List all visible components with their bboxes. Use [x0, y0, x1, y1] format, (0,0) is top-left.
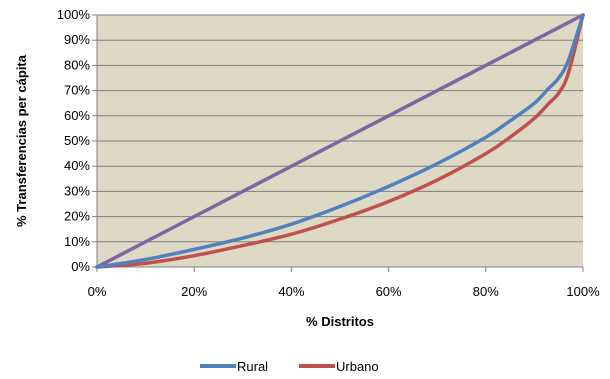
y-tick-label: 0%	[71, 259, 90, 274]
y-tick-label: 40%	[64, 158, 90, 173]
legend: Rural Urbano	[200, 359, 379, 374]
x-tick-label: 0%	[88, 284, 107, 299]
legend-label-urbano: Urbano	[336, 359, 379, 374]
y-tick-label: 80%	[64, 57, 90, 72]
x-tick-label: 40%	[278, 284, 304, 299]
x-tick-label: 80%	[473, 284, 499, 299]
y-tick-label: 90%	[64, 32, 90, 47]
y-tick-label: 30%	[64, 183, 90, 198]
series-line-urbano	[95, 13, 585, 269]
y-tick-label: 50%	[64, 133, 90, 148]
legend-label-rural: Rural	[237, 359, 268, 374]
axes	[96, 15, 583, 268]
series-line-rural	[95, 13, 585, 269]
y-tick-label: 60%	[64, 108, 90, 123]
y-tick-label: 100%	[57, 7, 91, 22]
y-axis-title: % Transferencias per cápita	[14, 54, 29, 227]
x-tick-label: 20%	[181, 284, 207, 299]
y-tick-label: 10%	[64, 234, 90, 249]
x-axis-title: % Distritos	[306, 314, 374, 329]
y-tick-label: 70%	[64, 83, 90, 98]
y-tick-labels: 0% 10% 20% 30% 40% 50% 60% 70% 80% 90% 100%	[57, 7, 91, 274]
series-lines	[95, 13, 585, 269]
x-tick-label: 60%	[376, 284, 402, 299]
series-line-equality	[95, 13, 585, 269]
x-tick-label: 100%	[566, 284, 600, 299]
y-tick-label: 20%	[64, 209, 90, 224]
x-tick-labels: 0% 20% 40% 60% 80% 100%	[88, 284, 600, 299]
